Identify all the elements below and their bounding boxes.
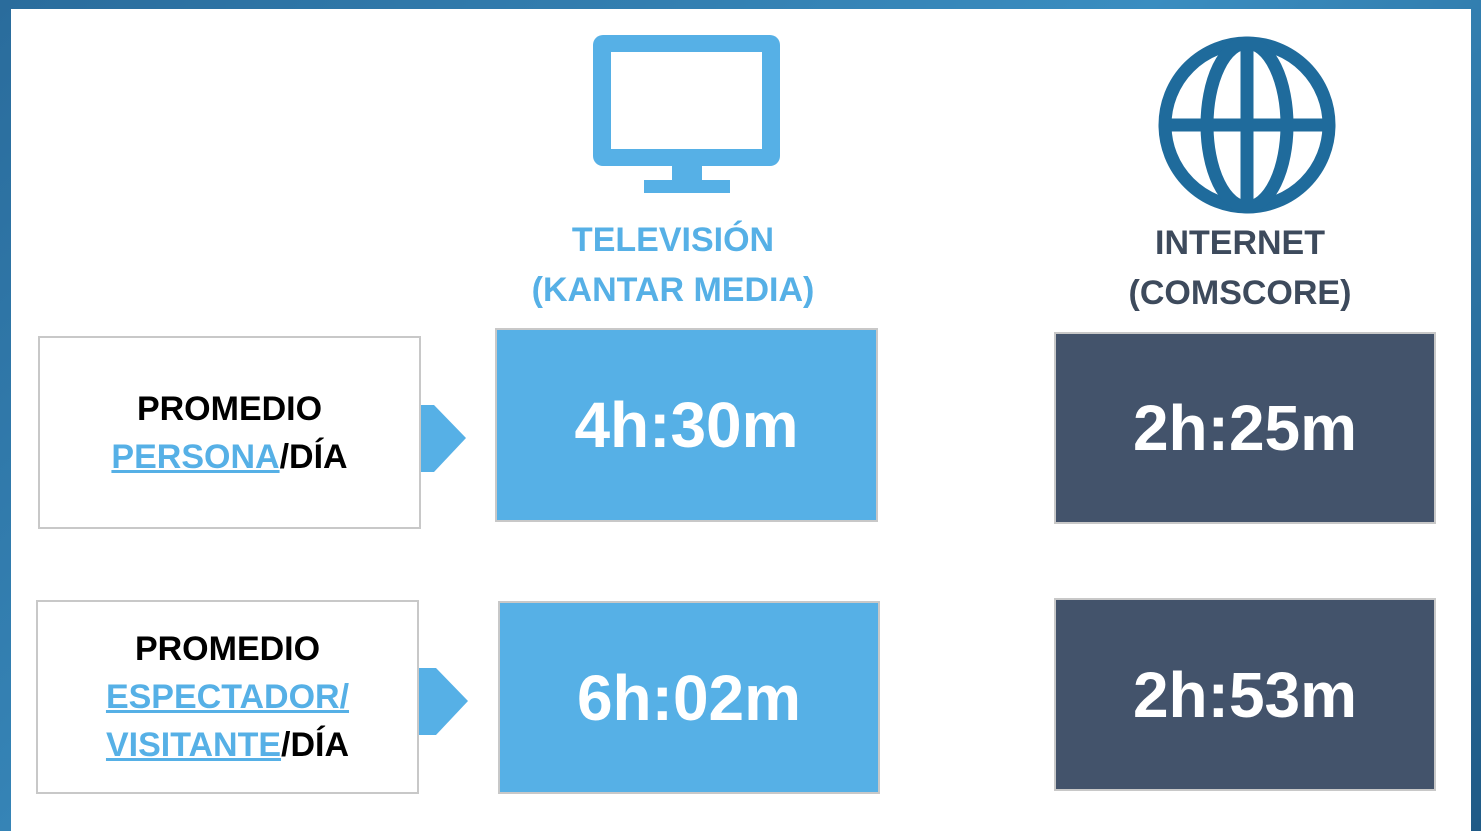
value-box: 2h:25m xyxy=(1054,332,1436,524)
column-header: TELEVISIÓN (KANTAR MEDIA) xyxy=(473,215,873,315)
value-box: 2h:53m xyxy=(1054,598,1436,791)
label-suffix: /DÍA xyxy=(279,437,348,476)
label-title: PROMEDIO xyxy=(136,389,323,428)
column-title: TELEVISIÓN xyxy=(571,221,775,259)
column-title: INTERNET xyxy=(1155,224,1325,262)
label-link[interactable]: PERSONA xyxy=(111,437,280,476)
column-subtitle: (KANTAR MEDIA) xyxy=(531,271,815,309)
label-link[interactable]: ESPECTADOR/ xyxy=(105,678,350,716)
row-label: PROMEDIO PERSONA/DÍA xyxy=(38,336,421,529)
label-link[interactable]: VISITANTE xyxy=(105,726,282,764)
column-subtitle: (COMSCORE) xyxy=(1128,274,1352,312)
label-suffix: /DÍA xyxy=(281,726,350,764)
row-label: PROMEDIO ESPECTADOR/VISITANTE/DÍA xyxy=(36,600,419,794)
globe-icon xyxy=(1158,36,1336,214)
label-title: PROMEDIO xyxy=(134,630,321,668)
value-box: 6h:02m xyxy=(498,601,880,794)
value-box: 4h:30m xyxy=(495,328,878,522)
label-line: PERSONA/DÍA xyxy=(111,433,347,481)
label-line: VISITANTE/DÍA xyxy=(106,721,349,769)
column-header: INTERNET (COMSCORE) xyxy=(1040,218,1440,318)
label-line: ESPECTADOR/ xyxy=(106,673,349,721)
tv-icon xyxy=(593,35,780,193)
